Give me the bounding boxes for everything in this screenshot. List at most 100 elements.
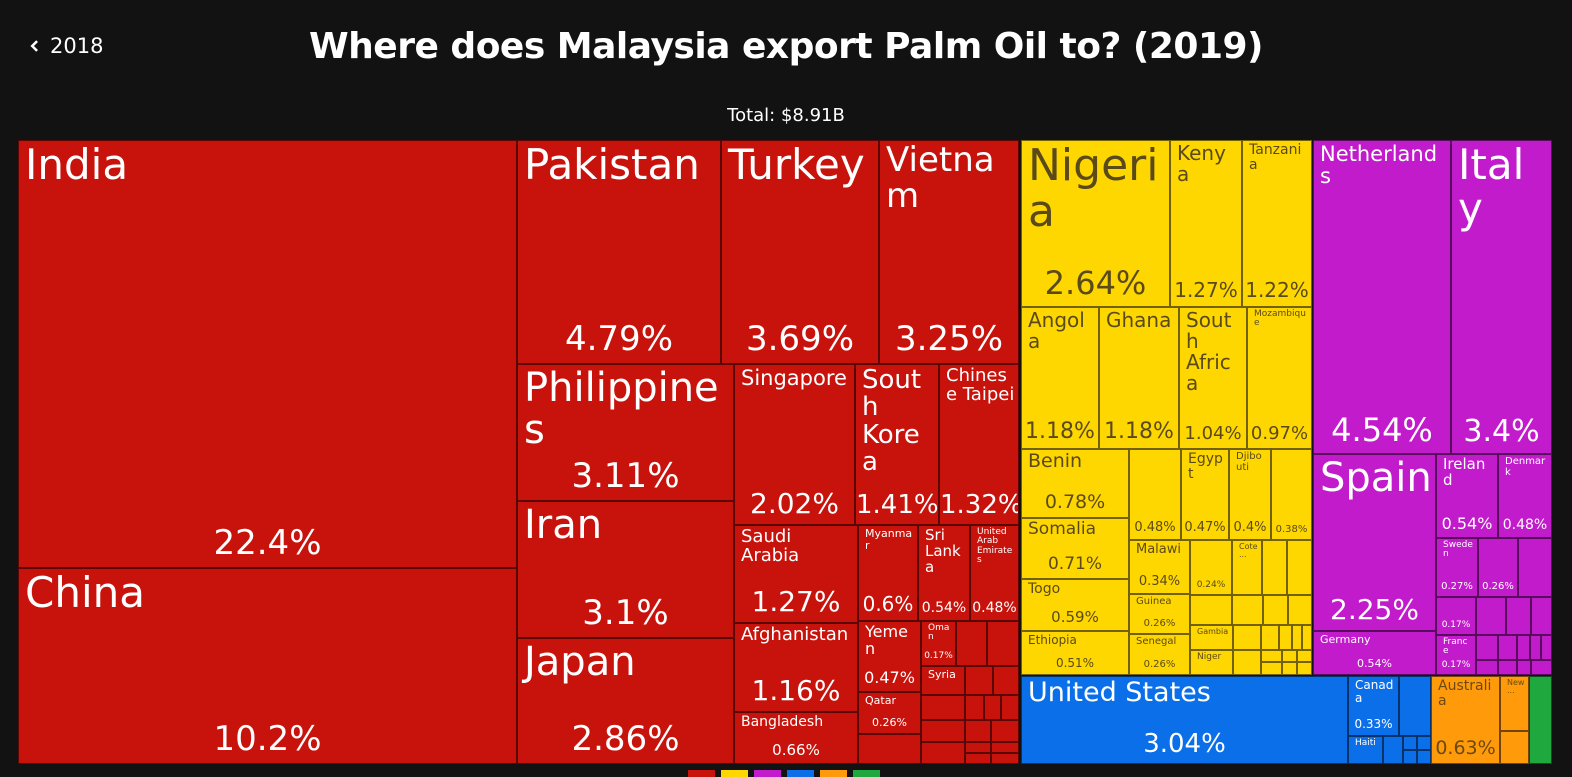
treemap-cell-haiti[interactable]: Haiti bbox=[1348, 736, 1383, 764]
treemap-cell-bangladesh[interactable]: Bangladesh 0.66% bbox=[734, 712, 858, 764]
treemap-cell-small-europe[interactable] bbox=[1476, 597, 1506, 635]
treemap-cell-small-europe[interactable] bbox=[1498, 660, 1517, 675]
treemap-cell-netherlands[interactable]: Netherlands 4.54% bbox=[1313, 140, 1451, 454]
treemap-cell-unlabeled-africa-18[interactable]: 0.24% bbox=[1190, 540, 1232, 595]
treemap-cell-south-korea[interactable]: South Korea 1.41% bbox=[855, 364, 939, 525]
treemap-cell-syria[interactable]: Syria bbox=[921, 666, 965, 695]
treemap-cell-small-africa[interactable] bbox=[1302, 625, 1312, 650]
treemap-cell-small-europe[interactable] bbox=[1517, 635, 1530, 660]
treemap-cell-tanzania[interactable]: Tanzania 1.22% bbox=[1242, 140, 1312, 307]
treemap-cell-small-africa[interactable] bbox=[1287, 540, 1312, 595]
treemap-cell-ghana[interactable]: Ghana 1.18% bbox=[1099, 307, 1179, 449]
treemap-cell-south-africa[interactable]: South Africa 1.04% bbox=[1179, 307, 1247, 449]
treemap-cell-australia[interactable]: Australia 0.63% bbox=[1431, 676, 1500, 764]
treemap-cell-small-europe[interactable] bbox=[1531, 597, 1552, 635]
treemap-cell-small-europe[interactable] bbox=[1498, 635, 1517, 660]
treemap-cell-small-europe[interactable] bbox=[1517, 660, 1531, 675]
treemap-cell-turkey[interactable]: Turkey 3.69% bbox=[721, 140, 879, 364]
treemap-cell-small-asia[interactable] bbox=[921, 720, 965, 742]
treemap-cell-small-africa[interactable] bbox=[1190, 595, 1232, 625]
treemap-cell-small-asia[interactable] bbox=[984, 695, 1001, 720]
treemap-cell-small-europe[interactable] bbox=[1541, 635, 1552, 660]
treemap-cell-mozambique[interactable]: Mozambique 0.97% bbox=[1247, 307, 1312, 449]
treemap-cell-saudi-arabia[interactable]: Saudi Arabia 1.27% bbox=[734, 525, 858, 623]
treemap-cell-canada[interactable]: Canada 0.33% bbox=[1348, 676, 1399, 736]
treemap-cell-germany[interactable]: Germany 0.54% bbox=[1313, 631, 1436, 675]
treemap-cell-unlabeled-europe-8[interactable]: 0.17% bbox=[1436, 597, 1476, 635]
treemap-cell-small-asia[interactable] bbox=[965, 666, 993, 695]
treemap-cell-china[interactable]: China 10.2% bbox=[18, 568, 517, 764]
treemap-cell-small-africa[interactable] bbox=[1292, 625, 1302, 650]
legend-swatch-asia[interactable] bbox=[688, 770, 715, 777]
treemap-cell-small-north-america[interactable] bbox=[1399, 676, 1431, 736]
treemap-cell-benin[interactable]: Benin 0.78% bbox=[1021, 449, 1129, 518]
treemap-cell-small-asia[interactable] bbox=[956, 621, 987, 666]
treemap-cell-small-asia[interactable] bbox=[987, 621, 1019, 666]
legend-swatch-europe[interactable] bbox=[754, 770, 781, 777]
treemap-cell-guinea[interactable]: Guinea 0.26% bbox=[1129, 594, 1190, 634]
treemap-cell-qatar[interactable]: Qatar 0.26% bbox=[858, 692, 921, 734]
treemap-cell-small-asia[interactable] bbox=[965, 695, 984, 720]
treemap-cell-small-asia[interactable] bbox=[991, 720, 1019, 742]
treemap-cell-small-asia[interactable] bbox=[991, 753, 1019, 764]
treemap-cell-small-africa[interactable] bbox=[1262, 540, 1287, 595]
treemap-cell-pakistan[interactable]: Pakistan 4.79% bbox=[517, 140, 721, 364]
treemap-cell-small-europe[interactable] bbox=[1518, 538, 1552, 597]
treemap-cell-gambia[interactable]: Gambia bbox=[1190, 625, 1233, 650]
treemap-cell-small-africa[interactable] bbox=[1232, 595, 1263, 625]
treemap-cell-small-asia[interactable] bbox=[991, 742, 1019, 753]
treemap-cell-small-north-america[interactable] bbox=[1417, 736, 1431, 750]
treemap-cell-niger[interactable]: Niger bbox=[1190, 650, 1233, 675]
treemap-cell-small-africa[interactable] bbox=[1282, 662, 1297, 675]
legend-swatch-south-america[interactable] bbox=[853, 770, 880, 777]
treemap-cell-small-asia[interactable] bbox=[1001, 695, 1019, 720]
treemap-cell-oman[interactable]: Oman 0.17% bbox=[921, 621, 956, 666]
treemap-cell-small-africa[interactable] bbox=[1261, 625, 1279, 650]
treemap-cell-small-asia[interactable] bbox=[921, 695, 965, 720]
treemap-cell-small-africa[interactable] bbox=[1261, 662, 1282, 675]
treemap-cell-small-asia[interactable] bbox=[965, 742, 991, 753]
treemap-cell-small-africa[interactable] bbox=[1282, 650, 1297, 662]
treemap-cell-malawi[interactable]: Malawi 0.34% bbox=[1129, 540, 1190, 594]
legend-swatch-north-america[interactable] bbox=[787, 770, 814, 777]
treemap-cell-nigeria[interactable]: Nigeria 2.64% bbox=[1021, 140, 1170, 307]
treemap-cell-small-africa[interactable] bbox=[1263, 595, 1288, 625]
treemap-cell-sri-lanka[interactable]: Sri Lanka 0.54% bbox=[918, 525, 970, 621]
treemap-cell-india[interactable]: India 22.4% bbox=[18, 140, 517, 568]
treemap-cell-myanmar[interactable]: Myanmar 0.6% bbox=[858, 525, 918, 621]
treemap-cell-france[interactable]: France 0.17% bbox=[1436, 635, 1476, 675]
treemap-cell-small-europe[interactable] bbox=[1476, 635, 1498, 660]
treemap-cell-small-africa[interactable] bbox=[1297, 650, 1312, 662]
treemap-cell-small-asia[interactable] bbox=[921, 742, 965, 764]
treemap-cell-ireland[interactable]: Ireland 0.54% bbox=[1436, 454, 1498, 538]
treemap-cell-small-north-america[interactable] bbox=[1383, 736, 1403, 764]
treemap-cell-yemen[interactable]: Yemen 0.47% bbox=[858, 621, 921, 692]
treemap-cell-chinese-taipei[interactable]: Chinese Taipei 1.32% bbox=[939, 364, 1019, 525]
treemap-cell-unlabeled-europe-7[interactable]: 0.26% bbox=[1478, 538, 1518, 597]
treemap-cell-united-states[interactable]: United States 3.04% bbox=[1021, 676, 1348, 764]
treemap-cell-united-arab-emirates[interactable]: United Arab Emirates 0.48% bbox=[970, 525, 1019, 621]
treemap-cell-small-north-america[interactable] bbox=[1403, 736, 1417, 750]
treemap-cell-small-asia[interactable] bbox=[993, 666, 1019, 695]
treemap-cell-angola[interactable]: Angola 1.18% bbox=[1021, 307, 1099, 449]
treemap-cell-small-africa[interactable] bbox=[1233, 650, 1261, 675]
treemap-cell-small-north-america[interactable] bbox=[1403, 750, 1417, 764]
treemap-cell-unlabeled-africa-14[interactable]: 0.38% bbox=[1271, 449, 1312, 540]
treemap-cell-spain[interactable]: Spain 2.25% bbox=[1313, 454, 1436, 631]
treemap-cell-small-north-america[interactable] bbox=[1417, 750, 1431, 764]
treemap-cell-afghanistan[interactable]: Afghanistan 1.16% bbox=[734, 623, 858, 712]
treemap-cell-denmark[interactable]: Denmark 0.48% bbox=[1498, 454, 1552, 538]
treemap-cell-small-oceania[interactable] bbox=[1500, 731, 1529, 764]
treemap-cell-italy[interactable]: Italy 3.4% bbox=[1451, 140, 1552, 454]
treemap-cell-togo[interactable]: Togo 0.59% bbox=[1021, 579, 1129, 631]
treemap-cell-egypt[interactable]: Egypt 0.47% bbox=[1181, 449, 1229, 540]
treemap-cell-small-europe[interactable] bbox=[1506, 597, 1531, 635]
treemap-cell-small-south-america[interactable] bbox=[1529, 676, 1552, 764]
legend-swatch-oceania[interactable] bbox=[820, 770, 847, 777]
treemap-cell-small-africa[interactable] bbox=[1288, 595, 1312, 625]
treemap-cell-small-europe[interactable] bbox=[1530, 635, 1541, 660]
treemap-cell-small-europe[interactable] bbox=[1476, 660, 1498, 675]
treemap-cell-small-africa[interactable] bbox=[1279, 625, 1292, 650]
treemap-cell-ethiopia[interactable]: Ethiopia 0.51% bbox=[1021, 631, 1129, 675]
treemap-cell-iran[interactable]: Iran 3.1% bbox=[517, 501, 734, 638]
